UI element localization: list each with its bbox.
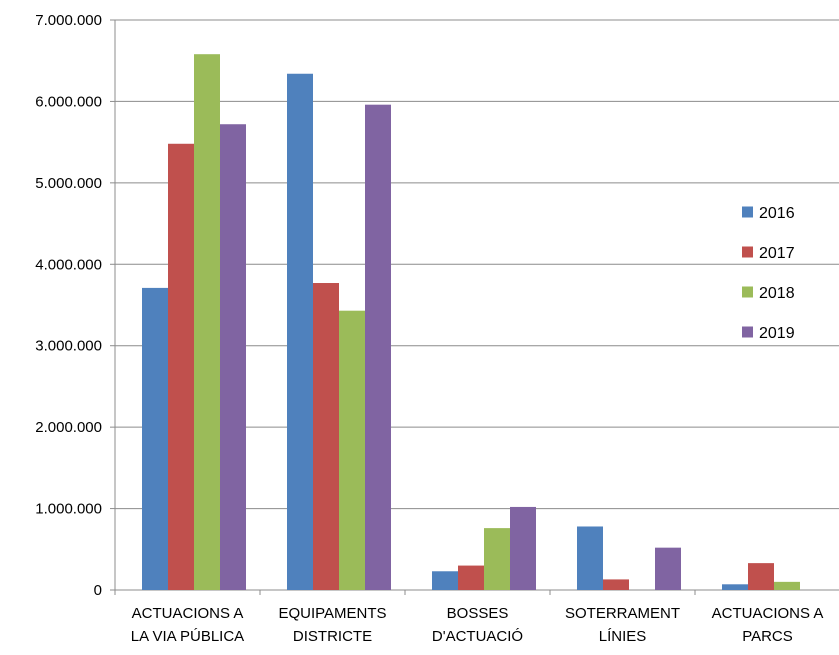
y-tick-label: 7.000.000 — [35, 12, 102, 29]
y-tick-label: 5.000.000 — [35, 175, 102, 192]
x-category-label: BOSSES — [447, 605, 509, 622]
bar-2016-0 — [142, 287, 168, 590]
bar-2016-4 — [722, 584, 748, 590]
legend-swatch-2019 — [742, 326, 753, 338]
bar-2017-4 — [748, 563, 774, 590]
y-tick-label: 1.000.000 — [35, 501, 102, 518]
legend-label-2017: 2017 — [759, 245, 795, 262]
x-category-label: SOTERRAMENT — [565, 605, 680, 622]
y-tick-label: 2.000.000 — [35, 419, 102, 436]
bar-2017-1 — [313, 283, 339, 590]
bar-2019-3 — [655, 547, 681, 590]
x-category-label: LÍNIES — [599, 628, 647, 645]
bar-2017-2 — [458, 565, 484, 590]
bar-2018-0 — [194, 54, 220, 590]
bar-2016-2 — [432, 571, 458, 590]
x-category-label: ACTUACIONS A — [132, 605, 244, 622]
bar-2019-1 — [365, 104, 391, 590]
legend-label-2016: 2016 — [759, 205, 795, 222]
bar-2016-1 — [287, 73, 313, 590]
legend-label-2018: 2018 — [759, 285, 795, 302]
bar-2017-3 — [603, 579, 629, 590]
bar-2019-2 — [510, 506, 536, 590]
y-tick-label: 4.000.000 — [35, 256, 102, 273]
y-tick-label: 0 — [94, 582, 102, 599]
legend-label-2019: 2019 — [759, 325, 795, 342]
x-category-label: EQUIPAMENTS — [278, 605, 386, 622]
bar-2018-1 — [339, 310, 365, 590]
x-category-label: ACTUACIONS A — [712, 605, 824, 622]
bar-2018-2 — [484, 528, 510, 590]
y-tick-label: 6.000.000 — [35, 93, 102, 110]
x-category-label: DISTRICTE — [293, 628, 372, 645]
legend-swatch-2018 — [742, 286, 753, 298]
bar-2016-3 — [577, 526, 603, 590]
legend-swatch-2016 — [742, 206, 753, 218]
legend-swatch-2017 — [742, 246, 753, 258]
bar-2017-0 — [168, 143, 194, 590]
y-tick-label: 3.000.000 — [35, 338, 102, 355]
x-category-label: PARCS — [742, 628, 793, 645]
x-category-label: D'ACTUACIÓ — [432, 628, 523, 645]
bar-2019-0 — [220, 124, 246, 590]
bar-2018-4 — [774, 581, 800, 590]
x-category-label: LA VIA PÚBLICA — [131, 628, 244, 645]
